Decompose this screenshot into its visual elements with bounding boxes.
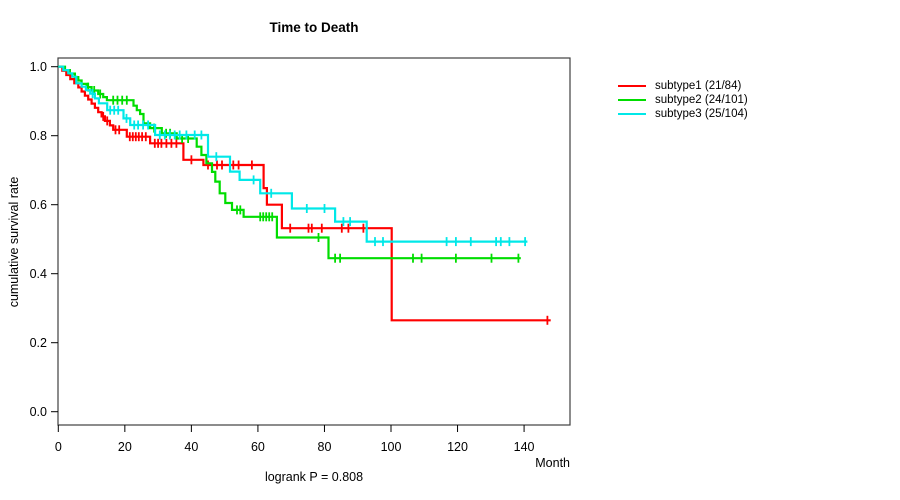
- x-tick-label: 0: [55, 440, 62, 454]
- x-tick-label: 60: [251, 440, 265, 454]
- plot-border: [57, 57, 571, 426]
- survival-curve-subtype1: [58, 65, 551, 322]
- logrank-pvalue-text: logrank P = 0.808: [264, 470, 364, 484]
- legend-label-subtype3: subtype3 (25/104): [655, 108, 748, 120]
- legend-line-subtype1: [618, 85, 646, 87]
- legend-line-subtype3: [618, 113, 646, 115]
- legend: subtype1 (21/84) subtype2 (24/101) subtype…: [618, 79, 748, 121]
- x-axis-label: Month: [535, 456, 570, 470]
- legend-label-subtype2: subtype2 (24/101): [655, 94, 748, 106]
- x-tick-label: 140: [514, 440, 535, 454]
- x-tick-label: 120: [447, 440, 468, 454]
- survival-curve-subtype2: [58, 65, 521, 260]
- y-tick-label: 1.0: [30, 60, 47, 74]
- y-tick-label: 0.8: [30, 129, 47, 143]
- x-tick-label: 40: [184, 440, 198, 454]
- y-tick-label: 0.4: [30, 267, 47, 281]
- x-tick-label: 100: [381, 440, 402, 454]
- legend-label-subtype1: subtype1 (21/84): [655, 80, 742, 92]
- legend-line-subtype2: [618, 99, 646, 101]
- x-tick-label: 20: [118, 440, 132, 454]
- survival-curve-subtype3: [58, 65, 528, 243]
- legend-row-subtype1: subtype1 (21/84): [618, 79, 748, 93]
- legend-row-subtype2: subtype2 (24/101): [618, 93, 748, 107]
- chart-title: Time to Death: [269, 20, 359, 35]
- y-tick-label: 0.0: [30, 405, 47, 419]
- y-tick-label: 0.6: [30, 198, 47, 212]
- y-tick-label: 0.2: [30, 336, 47, 350]
- legend-row-subtype3: subtype3 (25/104): [618, 107, 748, 121]
- x-tick-label: 80: [318, 440, 332, 454]
